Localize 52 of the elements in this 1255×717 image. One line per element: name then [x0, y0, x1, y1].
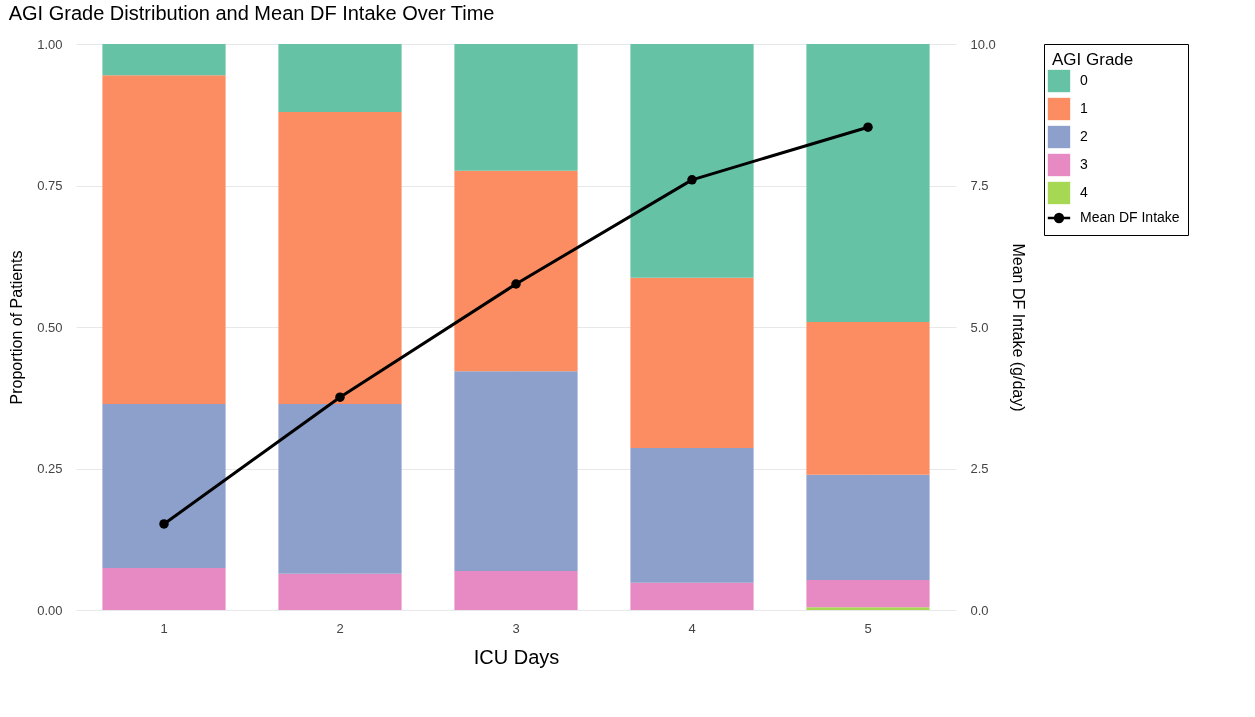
bar — [806, 44, 930, 322]
bar — [806, 580, 930, 608]
bar — [630, 582, 754, 610]
y-tick-label: 1.00 — [37, 36, 63, 52]
legend-label: 2 — [1080, 128, 1088, 144]
bar — [102, 44, 226, 76]
y2-axis-title: Mean DF Intake (g/day) — [1009, 243, 1027, 412]
bar — [806, 474, 930, 580]
bar — [630, 44, 754, 278]
bar — [278, 573, 402, 610]
bar — [278, 403, 402, 574]
x-tick-label: 1 — [160, 620, 168, 636]
y2-tick-label: 7.5 — [970, 178, 989, 193]
point — [335, 392, 345, 402]
x-tick-label: 4 — [688, 620, 696, 636]
legend-label: 1 — [1080, 100, 1088, 116]
chart-title: AGI Grade Distribution and Mean DF Intake Over Time — [8, 2, 495, 24]
bar — [454, 570, 578, 610]
bar — [630, 277, 754, 449]
bar — [102, 403, 226, 569]
x-tick-label: 2 — [336, 620, 344, 636]
point — [159, 519, 169, 529]
bar — [454, 44, 578, 171]
y2-tick-label: 0.0 — [970, 602, 989, 618]
x-axis-title: ICU Days — [473, 645, 560, 668]
point — [511, 279, 521, 289]
y-tick-label: 0.50 — [37, 319, 63, 335]
y-tick-label: 0.75 — [37, 178, 63, 193]
bar — [806, 607, 930, 610]
y-tick-label: 0.00 — [37, 602, 63, 618]
legend-label: 0 — [1080, 72, 1088, 88]
point — [687, 175, 697, 185]
x-tick-label: 3 — [512, 620, 520, 636]
y-axis-title: Proportion of Patients — [8, 250, 26, 405]
legend-title: AGI Grade — [1052, 50, 1134, 69]
bar — [454, 170, 578, 372]
legend-label: Mean DF Intake — [1080, 209, 1180, 225]
x-tick-label: 5 — [864, 620, 872, 636]
bar — [630, 448, 754, 583]
bar — [454, 371, 578, 571]
point — [863, 122, 873, 132]
bar — [278, 111, 402, 404]
y2-tick-label: 2.5 — [970, 461, 989, 476]
bar — [278, 44, 402, 112]
y-tick-label: 0.25 — [37, 461, 63, 476]
bar — [102, 568, 226, 610]
legend-label: 3 — [1080, 156, 1088, 172]
bar — [102, 75, 226, 404]
bar — [806, 321, 930, 475]
y2-tick-label: 5.0 — [970, 319, 989, 335]
legend-label: 4 — [1080, 184, 1088, 200]
y2-tick-label: 10.0 — [970, 36, 996, 52]
